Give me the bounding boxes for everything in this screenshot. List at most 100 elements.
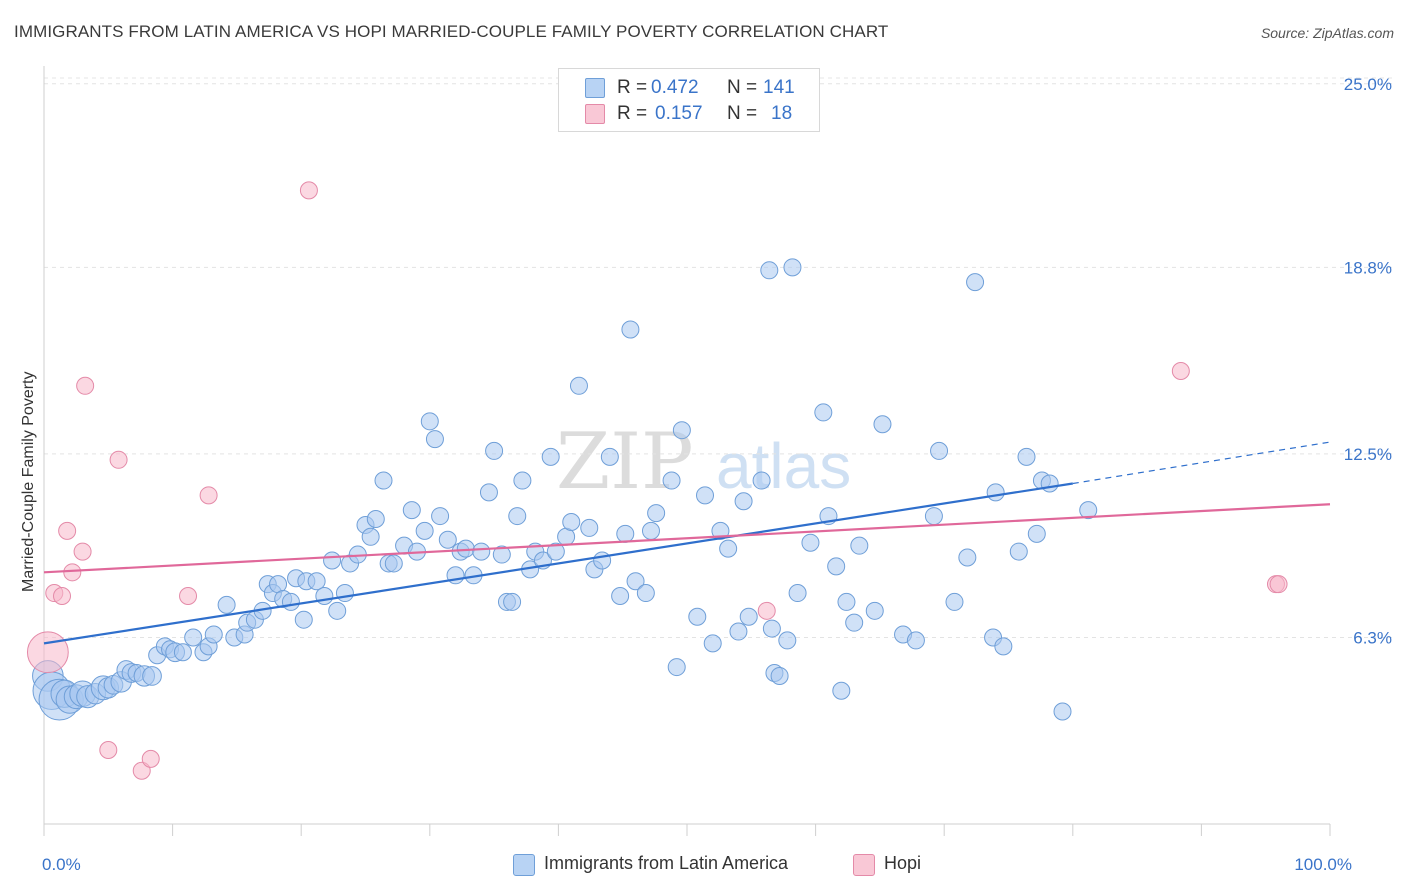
latin-america-point — [762, 619, 781, 638]
hopi-point — [109, 450, 128, 469]
latin-america-point — [734, 492, 753, 511]
latin-america-point — [472, 542, 491, 561]
latin-america-point — [541, 447, 560, 466]
watermark-atlas: atlas — [716, 430, 851, 502]
latin-america-point — [1079, 501, 1098, 520]
series1-legend-label: Immigrants from Latin America — [544, 853, 789, 873]
hopi-point — [299, 181, 318, 200]
latin-america-point — [402, 501, 421, 520]
latin-america-point — [281, 592, 300, 611]
latin-america-point — [384, 554, 403, 573]
latin-america-point — [850, 536, 869, 555]
hopi-point — [26, 631, 69, 674]
latin-america-point — [647, 504, 666, 523]
r-value: 0.472 — [651, 77, 699, 98]
latin-america-point — [827, 557, 846, 576]
latin-america-point — [626, 572, 645, 591]
latin-america-point — [752, 471, 771, 490]
latin-america-point — [479, 483, 498, 502]
latin-america-point — [503, 592, 522, 611]
latin-america-point — [294, 610, 313, 629]
latin-america-trendline-extension — [1072, 441, 1331, 485]
latin-america-point — [966, 273, 985, 292]
legend-row-series2: R = 0.157 N = 18 — [559, 101, 819, 127]
hopi-point — [757, 601, 776, 620]
latin-america-point — [323, 551, 342, 570]
latin-america-point — [688, 607, 707, 626]
latin-america-point — [600, 447, 619, 466]
latin-america-point — [374, 471, 393, 490]
latin-america-point — [217, 595, 236, 614]
latin-america-point — [801, 533, 820, 552]
latin-america-point — [420, 412, 439, 431]
hopi-point — [76, 376, 95, 395]
hopi-point — [99, 740, 118, 759]
latin-america-point — [1027, 524, 1046, 543]
latin-america-point — [662, 471, 681, 490]
latin-america-point — [142, 666, 162, 686]
latin-america-point — [641, 521, 660, 540]
hopi-point — [141, 749, 160, 768]
series1-swatch — [585, 78, 605, 98]
latin-america-point — [1009, 542, 1028, 561]
y-tick-label: 18.8% — [1344, 258, 1392, 277]
latin-america-point — [760, 261, 779, 280]
latin-america-trendline — [43, 482, 1073, 645]
latin-america-point — [513, 471, 532, 490]
latin-america-point — [616, 524, 635, 543]
series1-legend-swatch — [513, 854, 535, 876]
y-tick-label: 12.5% — [1344, 445, 1392, 464]
latin-america-point — [184, 628, 203, 647]
series-legend: Immigrants from Latin America Hopi — [0, 852, 1406, 878]
latin-america-point — [315, 587, 334, 606]
x-tick-label: 100.0% — [1294, 855, 1352, 874]
latin-america-point — [1053, 702, 1072, 721]
latin-america-point — [672, 421, 691, 440]
latin-america-point — [485, 441, 504, 460]
n-label: N = — [727, 77, 758, 98]
n-value: 18 — [771, 103, 793, 124]
latin-america-point — [865, 601, 884, 620]
latin-america-point — [173, 643, 192, 662]
latin-america-point — [703, 634, 722, 653]
latin-america-point — [611, 587, 630, 606]
r-value: 0.157 — [655, 103, 703, 124]
latin-america-point — [562, 512, 581, 531]
latin-america-point — [945, 592, 964, 611]
watermark-zip: ZIP — [556, 417, 694, 507]
latin-america-point — [335, 584, 354, 603]
latin-america-point — [328, 601, 347, 620]
x-tick-label: 0.0% — [42, 855, 81, 874]
latin-america-point — [788, 584, 807, 603]
latin-america-point — [906, 631, 925, 650]
series2-swatch — [585, 104, 605, 124]
series2-legend-swatch — [853, 854, 875, 876]
latin-america-point — [986, 483, 1005, 502]
latin-america-point — [593, 551, 612, 570]
latin-america-point — [546, 542, 565, 561]
latin-america-point — [729, 622, 748, 641]
hopi-point — [1171, 361, 1190, 380]
latin-america-point — [778, 631, 797, 650]
y-tick-label: 25.0% — [1344, 75, 1392, 94]
latin-america-point — [366, 510, 385, 529]
source-credit: Source: ZipAtlas.com — [1260, 25, 1394, 41]
latin-america-point — [508, 507, 527, 526]
r-label: R = — [617, 103, 648, 124]
latin-america-point — [719, 539, 738, 558]
latin-america-point — [837, 592, 856, 611]
hopi-point — [1269, 575, 1288, 594]
latin-america-point — [580, 518, 599, 537]
hopi-point — [63, 563, 82, 582]
hopi-point — [73, 542, 92, 561]
series2-legend-label: Hopi — [884, 853, 922, 873]
latin-america-point — [204, 625, 223, 644]
latin-america-point — [1017, 447, 1036, 466]
n-value: 141 — [763, 77, 795, 98]
latin-america-point — [845, 613, 864, 632]
latin-america-point — [307, 572, 326, 591]
latin-america-point — [636, 584, 655, 603]
latin-america-point — [431, 507, 450, 526]
legend-row-series1: R = 0.472 N = 141 — [559, 75, 819, 101]
